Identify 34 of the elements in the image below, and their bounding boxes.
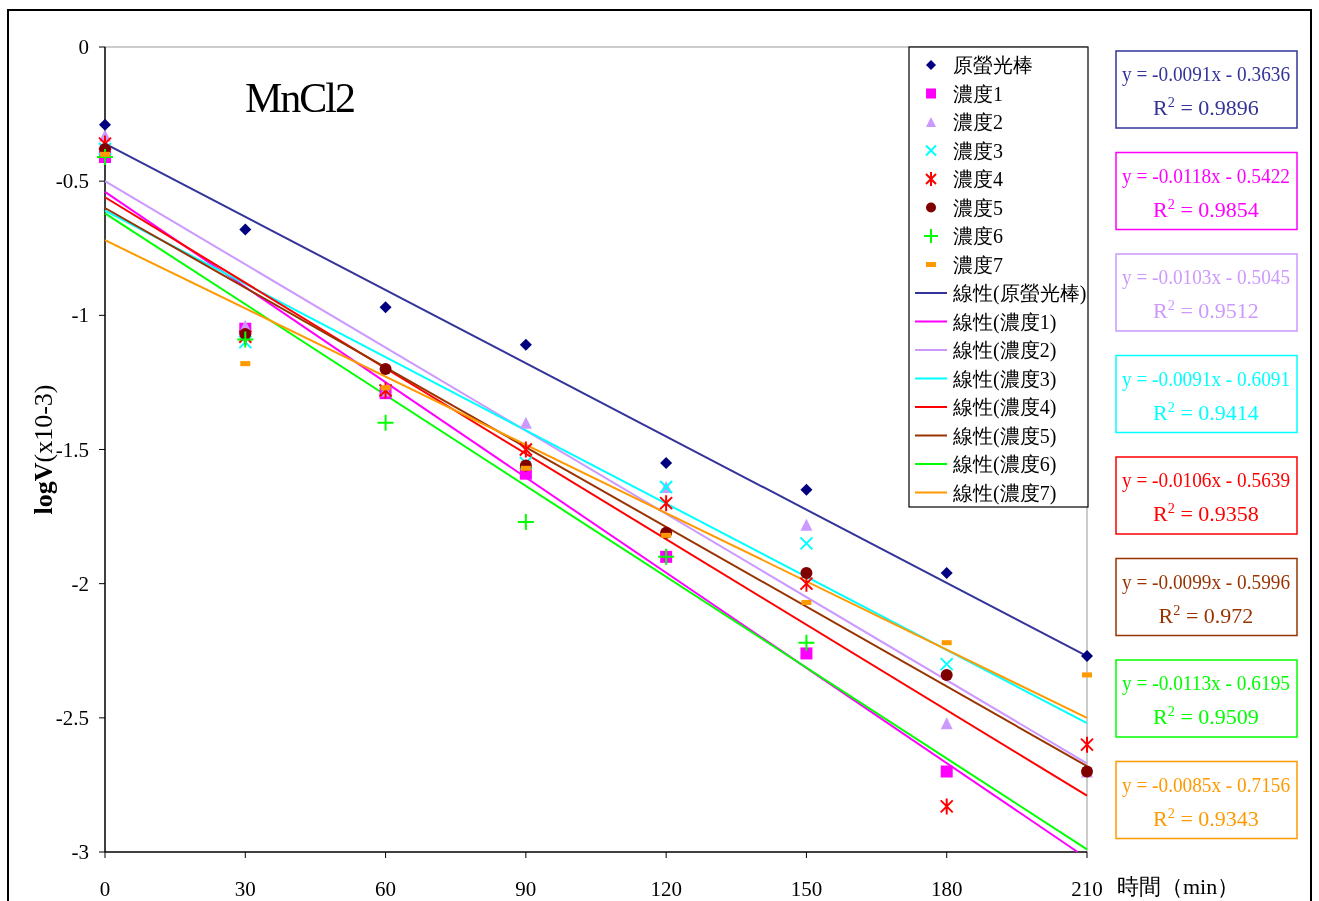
x-tick-label: 60 <box>375 877 397 901</box>
x-tick-label: 210 <box>1071 877 1103 901</box>
legend-label: 濃度2 <box>953 111 1003 133</box>
y-tick-label: -2.5 <box>55 705 89 730</box>
y-tick-label: -1 <box>71 303 89 328</box>
y-tick-label: -1.5 <box>55 437 89 462</box>
y-axis-title: logV(x10-3) <box>29 384 58 515</box>
legend-label: 濃度7 <box>953 253 1003 276</box>
legend-label: 濃度3 <box>953 139 1003 162</box>
x-tick-label: 90 <box>515 877 537 901</box>
x-tick-label: 30 <box>234 877 256 901</box>
y-tick-label: -2 <box>71 571 89 596</box>
x-tick-label: 120 <box>650 877 682 901</box>
legend-label: 濃度4 <box>953 168 1003 190</box>
legend-label: 濃度5 <box>953 196 1003 219</box>
y-tick-label: 0 <box>78 35 89 59</box>
legend-label: 線性(濃度5) <box>952 424 1057 448</box>
legend-label: 線性(濃度3) <box>952 367 1057 391</box>
legend-label: 線性(濃度1) <box>952 310 1057 334</box>
y-tick-label: -0.5 <box>55 169 89 194</box>
legend-label: 線性(濃度2) <box>952 339 1057 362</box>
legend-label: 原螢光棒 <box>953 54 1033 76</box>
legend-label: 濃度6 <box>953 225 1003 247</box>
x-tick-label: 0 <box>99 877 111 901</box>
legend-label: 線性(原螢光棒) <box>952 282 1087 305</box>
legend-label: 濃度1 <box>953 82 1003 105</box>
x-tick-label: 150 <box>790 877 823 901</box>
x-tick-label: 180 <box>930 877 963 901</box>
legend-label: 線性(濃度4) <box>952 396 1057 419</box>
y-tick-label: -3 <box>71 840 89 864</box>
legend-label: 線性(濃度7) <box>952 481 1057 505</box>
legend-label: 線性(濃度6) <box>952 453 1057 476</box>
x-axis-title: 時間（min） <box>1117 874 1240 899</box>
text: MnCl2 <box>245 75 355 121</box>
